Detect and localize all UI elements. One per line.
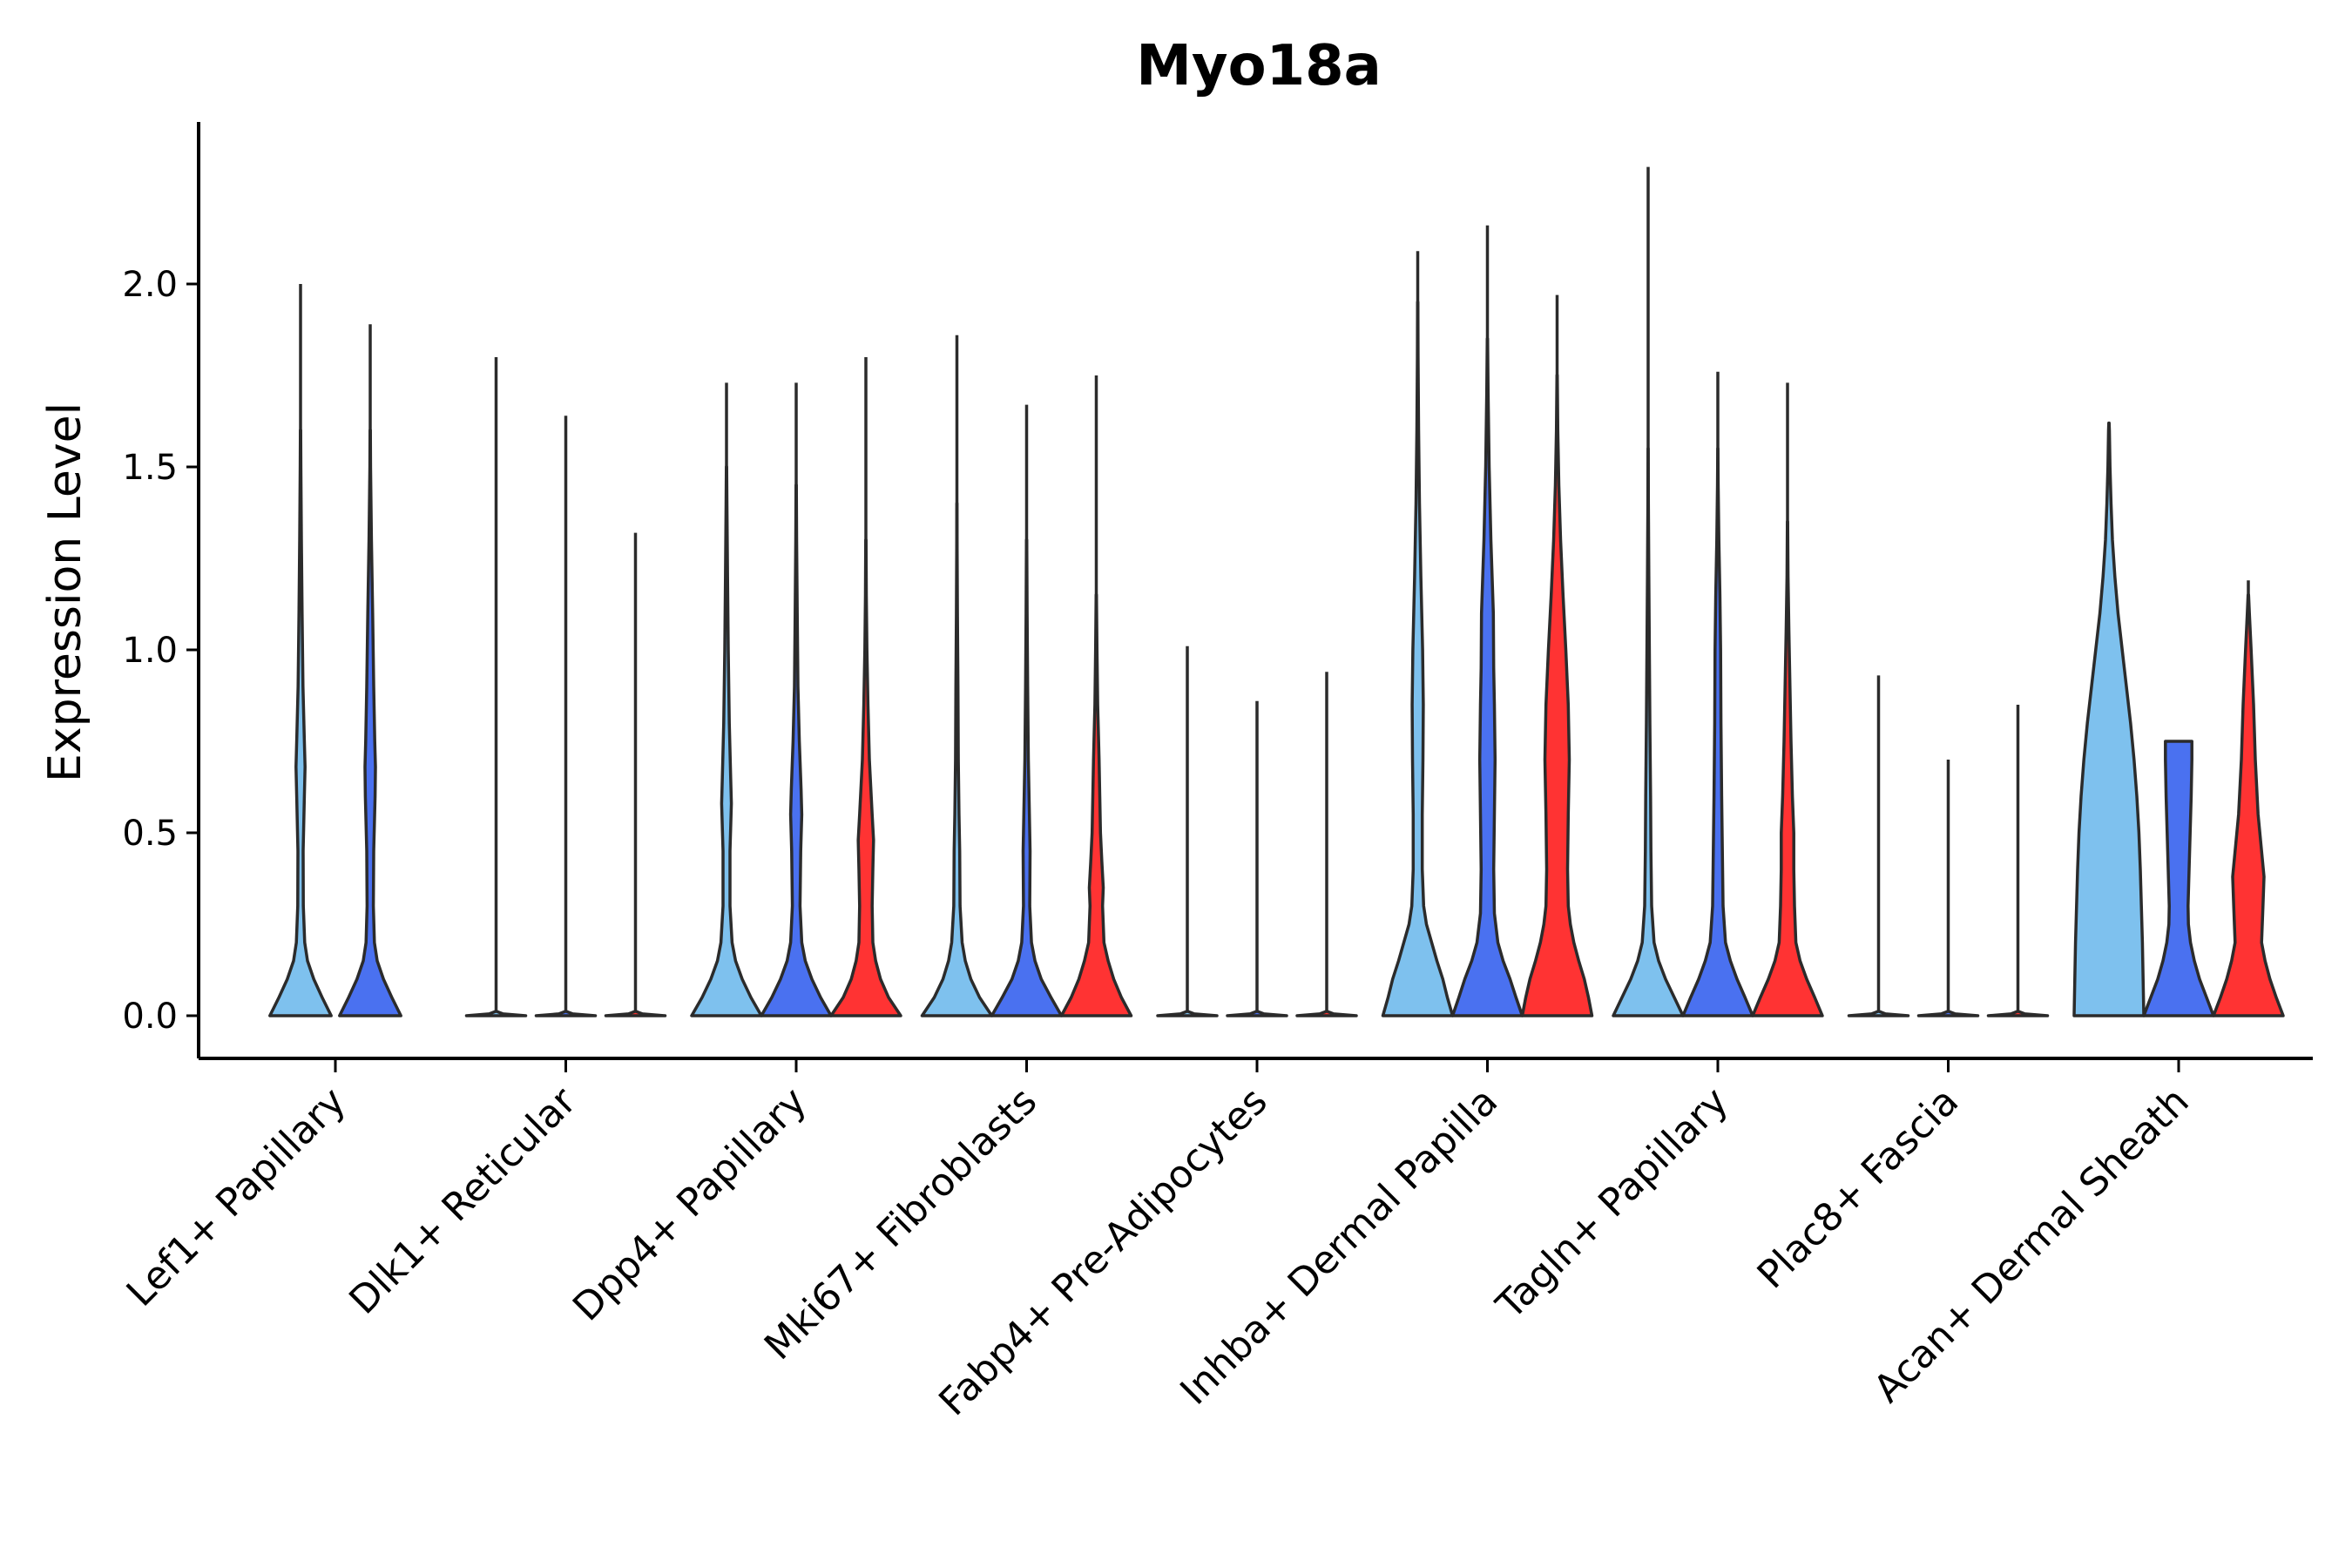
violin-group3 <box>1986 1010 2050 1017</box>
violin-group2 <box>338 429 402 1017</box>
violin-group1 <box>1156 1010 1219 1017</box>
x-tick-label: Dpp4+ Papillary <box>564 1079 815 1330</box>
x-tick-label: Dlk1+ Reticular <box>341 1078 585 1323</box>
violin-group2 <box>534 1010 598 1017</box>
violin-group2 <box>990 538 1064 1017</box>
category-group <box>1847 675 2050 1017</box>
violin-group2 <box>1916 1010 1980 1017</box>
category-group <box>1612 166 1824 1017</box>
violin-group2 <box>1681 447 1754 1017</box>
violin-group3 <box>1520 374 1594 1017</box>
violin-group3 <box>1059 593 1133 1017</box>
violin-group3 <box>604 1010 667 1017</box>
violin-group3 <box>829 538 902 1017</box>
y-tick-label: 1.5 <box>122 448 178 488</box>
y-tick-label: 1.0 <box>122 631 178 671</box>
x-tick-label: Plac8+ Fascia <box>1749 1079 1968 1298</box>
violin-group1 <box>2072 421 2146 1017</box>
x-tick-label: Tagln+ Papillary <box>1488 1079 1737 1328</box>
y-tick-label: 0.0 <box>122 997 178 1037</box>
plot-area <box>268 166 2285 1017</box>
violin-group1 <box>268 429 333 1017</box>
violin-group2 <box>760 483 833 1017</box>
category-group <box>1381 225 1594 1017</box>
chart-title: Myo18a <box>1136 34 1382 98</box>
category-group <box>1156 645 1358 1017</box>
y-axis-label: Expression Level <box>39 402 91 782</box>
violin-group1 <box>464 1010 528 1017</box>
violin-group1 <box>920 502 994 1017</box>
category-group <box>920 335 1133 1017</box>
y-tick-label: 0.5 <box>122 814 178 854</box>
category-group <box>690 357 902 1017</box>
violin-group3 <box>2212 593 2285 1017</box>
violin-group3 <box>1295 1010 1358 1017</box>
violin-group2 <box>1450 337 1524 1017</box>
x-tick-label: Lef1+ Papillary <box>118 1079 355 1315</box>
y-axis: 0.0 0.5 1.0 1.5 2.0 <box>122 122 200 1058</box>
violin-group2 <box>1226 1010 1288 1017</box>
violin-group3 <box>1751 520 1824 1017</box>
violin-group2 <box>2142 740 2215 1017</box>
violin-group1 <box>1381 301 1455 1017</box>
violin-group1 <box>1612 447 1685 1017</box>
violin-group1 <box>1847 1010 1910 1017</box>
category-group <box>464 357 667 1017</box>
violin-group1 <box>690 465 763 1017</box>
category-group <box>2072 421 2285 1017</box>
category-group <box>268 284 402 1017</box>
y-tick-label: 2.0 <box>122 265 178 305</box>
